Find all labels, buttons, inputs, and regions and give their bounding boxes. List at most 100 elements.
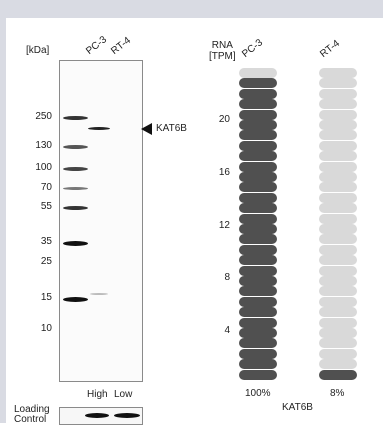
rna-pill <box>239 172 277 182</box>
rna-pill <box>319 68 357 78</box>
blot-panel <box>59 60 143 382</box>
ladder-band <box>63 187 88 190</box>
rna-pill <box>239 317 277 328</box>
rna-pill <box>239 369 277 380</box>
rna-pill <box>239 234 277 245</box>
rna-column-rt4 <box>319 68 357 380</box>
left-bar <box>0 18 6 423</box>
rna-pill <box>239 109 277 120</box>
rna-pill <box>319 348 357 359</box>
rna-pill <box>319 192 357 203</box>
rna-pill <box>239 338 277 349</box>
ladder-band <box>63 206 88 210</box>
rna-tick-4: 4 <box>224 325 230 336</box>
rna-pill <box>239 130 277 141</box>
rna-pill <box>319 328 357 338</box>
rna-percent-rt4: 8% <box>330 388 345 399</box>
rna-pill <box>319 99 357 110</box>
rna-pill <box>239 99 277 110</box>
rna-pill <box>239 192 277 203</box>
rna-pill <box>319 161 357 172</box>
rna-pill <box>319 307 357 318</box>
rna-pill <box>319 359 357 370</box>
rna-pill <box>239 88 277 99</box>
kat6b-band-pc3 <box>88 127 110 130</box>
marker-250: 250 <box>35 111 52 122</box>
ladder-band <box>63 145 88 149</box>
rna-gene-label: KAT6B <box>282 402 313 413</box>
rna-pill <box>319 203 357 214</box>
rna-pill <box>319 120 357 130</box>
rna-pill <box>239 224 277 234</box>
rna-pill <box>239 203 277 214</box>
lane-label-rt4: RT-4 <box>109 35 133 57</box>
rna-cellline-rt4: RT-4 <box>318 38 342 60</box>
marker-130: 130 <box>35 140 52 151</box>
marker-100: 100 <box>35 162 52 173</box>
rna-pill <box>319 255 357 266</box>
rna-pill <box>319 130 357 141</box>
rna-pill <box>239 161 277 172</box>
target-label: KAT6B <box>156 123 187 134</box>
rna-tick-12: 12 <box>218 220 230 231</box>
marker-70: 70 <box>40 182 52 193</box>
top-bar <box>0 0 383 18</box>
rna-pill <box>239 255 277 266</box>
rna-pill <box>319 224 357 234</box>
rna-pill <box>239 151 277 162</box>
expression-low: Low <box>114 389 133 400</box>
rna-pill <box>319 286 357 297</box>
rna-pill <box>239 213 277 224</box>
loading-control-label: Loading Control <box>14 404 50 425</box>
rna-cellline-pc3: PC-3 <box>240 37 265 60</box>
rna-pill <box>239 359 277 370</box>
ladder-band <box>63 241 88 246</box>
lane-label-pc3: PC-3 <box>84 34 109 57</box>
rna-tick-8: 8 <box>224 272 230 283</box>
rna-pill <box>319 151 357 162</box>
rna-header: RNA [TPM] <box>209 40 236 62</box>
rna-pill <box>319 369 357 380</box>
rna-pill <box>239 182 277 193</box>
expression-high: High <box>87 389 108 400</box>
rna-pill <box>239 328 277 338</box>
rna-pill <box>239 78 277 89</box>
rna-tick-16: 16 <box>218 167 230 178</box>
marker-55: 55 <box>40 201 52 212</box>
rna-pill <box>319 172 357 182</box>
rna-pill <box>319 213 357 224</box>
rna-pill <box>319 78 357 89</box>
rna-tick-20: 20 <box>218 114 230 125</box>
rna-pill <box>319 265 357 276</box>
rna-pill <box>239 140 277 151</box>
rna-percent-pc3: 100% <box>245 388 271 399</box>
rna-pill <box>319 244 357 255</box>
rna-pill <box>319 109 357 120</box>
rna-pill <box>319 276 357 286</box>
rna-pill <box>239 307 277 318</box>
marker-10: 10 <box>40 323 52 334</box>
ladder-band <box>63 297 88 302</box>
rna-pill <box>239 286 277 297</box>
faint-band-pc3 <box>90 293 108 295</box>
rna-pill <box>319 296 357 307</box>
loading-band-pc3 <box>85 413 109 418</box>
rna-pill <box>239 265 277 276</box>
rna-pill <box>239 68 277 78</box>
loading-control-panel <box>59 407 143 425</box>
marker-25: 25 <box>40 256 52 267</box>
marker-35: 35 <box>40 236 52 247</box>
rna-pill <box>239 276 277 286</box>
kda-label: [kDa] <box>26 45 50 56</box>
loading-band-rt4 <box>114 413 140 418</box>
target-arrow-icon <box>141 123 152 135</box>
rna-pill <box>239 244 277 255</box>
rna-column-pc3 <box>239 68 277 380</box>
marker-15: 15 <box>40 292 52 303</box>
rna-pill <box>319 234 357 245</box>
rna-pill <box>239 296 277 307</box>
rna-pill <box>319 317 357 328</box>
rna-pill <box>319 140 357 151</box>
rna-pill <box>319 88 357 99</box>
rna-pill <box>319 182 357 193</box>
